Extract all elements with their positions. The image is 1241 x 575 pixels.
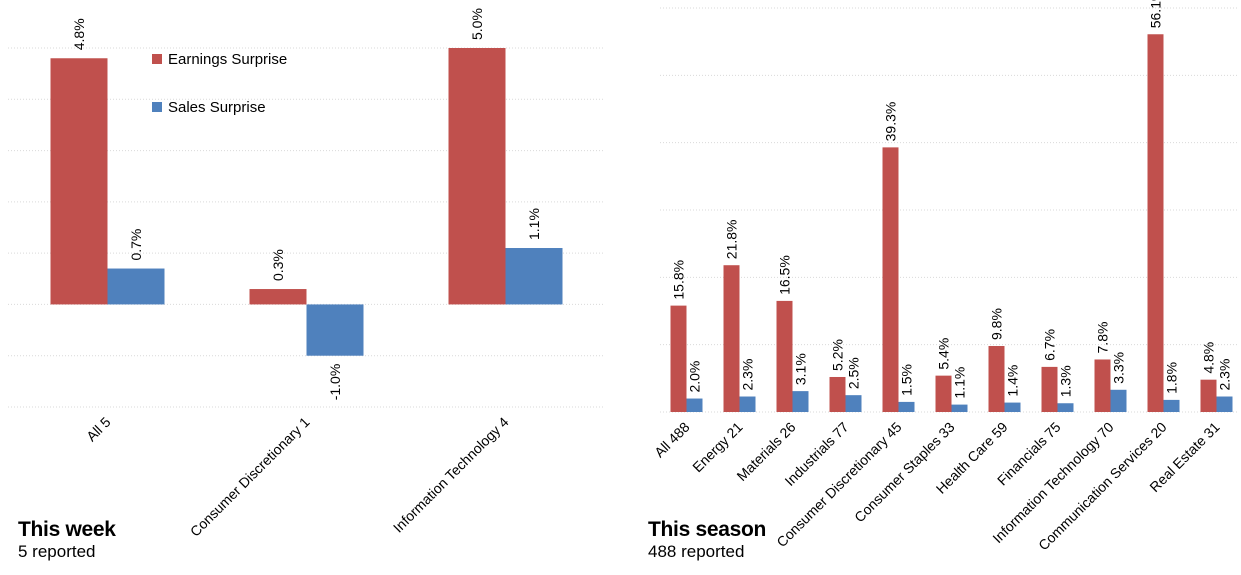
data-label: 16.5% bbox=[777, 255, 793, 295]
sales-bar bbox=[845, 395, 862, 412]
this-week-caption: This week 5 reported bbox=[18, 518, 116, 562]
data-label: -1.0% bbox=[327, 364, 343, 401]
this-season-title: This season bbox=[648, 518, 767, 541]
this-season-subtitle: 488 reported bbox=[648, 542, 745, 561]
earnings-legend-swatch bbox=[152, 54, 162, 64]
data-label: 1.8% bbox=[1164, 362, 1180, 394]
this-week-subtitle: 5 reported bbox=[18, 542, 96, 561]
data-label: 1.5% bbox=[899, 364, 915, 396]
earnings-bar bbox=[1147, 34, 1164, 412]
data-label: 5.0% bbox=[469, 8, 485, 40]
sales-bar bbox=[107, 268, 165, 305]
this-season-caption: This season 488 reported bbox=[648, 518, 766, 562]
category-tick-label: All 488 bbox=[651, 419, 693, 461]
earnings-bar bbox=[829, 376, 846, 412]
data-label: 7.8% bbox=[1095, 322, 1111, 354]
data-label: 5.4% bbox=[936, 338, 952, 370]
data-label: 2.3% bbox=[1217, 359, 1233, 391]
data-label: 15.8% bbox=[671, 260, 687, 300]
legend-label: Sales Surprise bbox=[168, 99, 266, 116]
earnings-bar bbox=[50, 58, 108, 305]
earnings-bar bbox=[1200, 379, 1217, 412]
category-tick-label: Consumer Discretionary 1 bbox=[187, 414, 313, 540]
sales-bar bbox=[1004, 402, 1021, 412]
data-label: 4.8% bbox=[1201, 342, 1217, 374]
earnings-bar bbox=[935, 375, 952, 412]
sales-bar bbox=[951, 404, 968, 412]
sales-legend-swatch bbox=[152, 102, 162, 112]
legend-label: Earnings Surprise bbox=[168, 51, 287, 68]
data-label: 3.3% bbox=[1111, 352, 1127, 384]
data-label: 21.8% bbox=[724, 220, 740, 260]
sales-bar bbox=[306, 304, 364, 356]
data-label: 5.2% bbox=[830, 339, 846, 371]
sales-bar bbox=[505, 248, 563, 305]
earnings-bar bbox=[1094, 359, 1111, 412]
this-week-title: This week bbox=[18, 518, 116, 541]
earnings-bar bbox=[249, 289, 307, 305]
data-label: 1.3% bbox=[1058, 365, 1074, 397]
data-label: 2.0% bbox=[687, 361, 703, 393]
sales-bar bbox=[898, 401, 915, 412]
data-label: 9.8% bbox=[989, 308, 1005, 340]
chart-panel-this-season: 15.8% 2.0% All 488 21.8% 2.3% Energy 21 16.5% 3… bbox=[651, 0, 1237, 553]
sales-bar bbox=[792, 391, 809, 412]
earnings-bar bbox=[723, 265, 740, 412]
sales-bar bbox=[739, 396, 756, 412]
data-label: 39.3% bbox=[883, 102, 899, 142]
earnings-bar bbox=[882, 147, 899, 412]
data-label: 1.4% bbox=[1005, 365, 1021, 397]
earnings-bar bbox=[776, 300, 793, 412]
data-label: 1.1% bbox=[526, 208, 542, 240]
category-tick-label: Energy 21 bbox=[689, 419, 746, 476]
data-label: 2.3% bbox=[740, 359, 756, 391]
data-label: 0.3% bbox=[270, 249, 286, 281]
earnings-bar bbox=[448, 48, 506, 305]
category-tick-label: Information Technology 4 bbox=[390, 414, 512, 536]
sales-bar bbox=[686, 398, 703, 412]
sales-bar bbox=[1110, 389, 1127, 412]
sales-bar bbox=[1057, 403, 1074, 412]
data-label: 6.7% bbox=[1042, 329, 1058, 361]
earnings-bar bbox=[1041, 366, 1058, 412]
data-label: 1.1% bbox=[952, 367, 968, 399]
sales-bar bbox=[1163, 399, 1180, 412]
earnings-bar bbox=[988, 346, 1005, 412]
data-label: 2.5% bbox=[846, 357, 862, 389]
data-label: 0.7% bbox=[128, 229, 144, 261]
sales-bar bbox=[1216, 396, 1233, 412]
category-tick-label: All 5 bbox=[83, 414, 114, 445]
data-label: 3.1% bbox=[793, 353, 809, 385]
category-tick-label: Consumer Staples 33 bbox=[851, 419, 958, 526]
data-label: 56.1% bbox=[1148, 0, 1164, 28]
data-label: 4.8% bbox=[71, 18, 87, 50]
earnings-bar bbox=[670, 305, 687, 412]
chart-panel-this-week: 4.8% 0.7% All 5 0.3% -1.0% Consumer Discretio… bbox=[8, 8, 605, 540]
